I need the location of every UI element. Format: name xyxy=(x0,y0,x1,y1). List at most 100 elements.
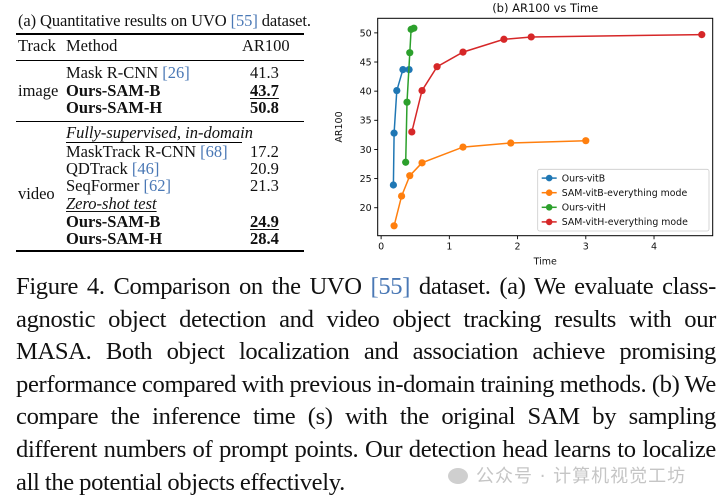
data-point xyxy=(459,48,467,56)
series-ours-vitb xyxy=(389,65,413,189)
data-point xyxy=(397,192,406,200)
citation-link[interactable]: [68] xyxy=(200,142,228,161)
data-point xyxy=(507,139,515,147)
series-line xyxy=(404,27,415,163)
header-ar100: AR100 xyxy=(242,36,290,55)
series-line xyxy=(411,33,702,133)
data-point xyxy=(406,172,414,180)
method-cell: QDTrack [46] xyxy=(66,160,159,178)
citation-link[interactable]: [26] xyxy=(162,63,190,82)
data-point xyxy=(402,158,410,166)
header-method: Method xyxy=(66,36,118,55)
method-cell: Ours-SAM-B xyxy=(66,213,160,231)
method-cell: Ours-SAM-B xyxy=(66,82,160,100)
x-tick-label: 2 xyxy=(515,242,521,253)
series-sam-vith-everything-mode xyxy=(408,31,706,136)
ar100-value: 41.3 xyxy=(250,63,279,82)
watermark-text: 公众号 · 计算机视觉工坊 xyxy=(476,466,687,487)
method-name: Ours-SAM-B xyxy=(66,81,161,100)
legend-marker xyxy=(545,204,553,211)
header-rule xyxy=(16,60,304,61)
data-point xyxy=(527,33,535,41)
series-sam-vitb-everything-mode xyxy=(390,137,590,230)
legend-label: SAM-vitB-everything mode xyxy=(562,188,688,199)
y-tick-label: 20 xyxy=(360,203,372,214)
top-rule xyxy=(16,33,304,35)
data-point xyxy=(433,63,441,71)
y-tick-label: 25 xyxy=(360,174,372,185)
chart-legend: Ours-vitB SAM-vitB-everything mode Ours-vi… xyxy=(537,168,710,232)
method-cell: Mask R-CNN [26] xyxy=(66,64,190,82)
citation-link[interactable]: [62] xyxy=(143,176,171,195)
method-cell: Ours-SAM-H xyxy=(66,99,162,117)
ar100-vs-time-chart: (b) AR100 vs Time 0 1 2 3 4 20 25 30 35 40 45 50 Time… xyxy=(330,0,726,270)
figure-caption: Figure 4. Comparison on the UVO [55] dat… xyxy=(16,271,716,499)
citation-link[interactable]: [55] xyxy=(230,11,258,30)
method-name: Ours-SAM-B xyxy=(66,212,161,231)
method-cell: Ours-SAM-H xyxy=(66,230,162,248)
ar100-value: 17.2 xyxy=(250,142,279,161)
x-tick-label: 4 xyxy=(651,242,657,253)
track-video-label: video xyxy=(18,184,55,203)
data-point xyxy=(418,86,426,95)
y-tick-label: 45 xyxy=(360,57,372,68)
series-ours-vith xyxy=(402,24,418,166)
data-point xyxy=(403,98,411,106)
plot-frame xyxy=(377,17,714,237)
bottom-rule xyxy=(16,250,304,252)
legend-marker xyxy=(545,189,553,196)
x-axis-label: Time xyxy=(533,257,557,268)
caption-text-2: dataset. (a) We evaluate class-agnostic … xyxy=(16,273,716,496)
data-point xyxy=(459,143,467,151)
chart-canvas: (b) AR100 vs Time 0 1 2 3 4 20 25 30 35 40 45 50 Time… xyxy=(334,1,714,268)
results-table: (a) Quantitative results on UVO [55] dat… xyxy=(16,0,311,260)
data-point xyxy=(389,181,397,189)
legend-marker xyxy=(545,218,553,226)
y-tick-label: 35 xyxy=(360,116,372,127)
caption-text-1: Comparison on the UVO xyxy=(104,273,371,300)
data-point xyxy=(390,222,398,230)
data-point xyxy=(393,86,401,95)
legend-box xyxy=(537,168,710,232)
method-name: Ours-SAM-H xyxy=(66,98,163,117)
ar100-value: 28.4 xyxy=(250,229,279,248)
header-track: Track xyxy=(18,36,56,55)
data-point xyxy=(408,128,416,136)
data-point xyxy=(500,35,508,43)
method-name: Ours-SAM-H xyxy=(66,229,163,248)
data-point xyxy=(410,24,418,32)
y-axis-label: AR100 xyxy=(334,111,345,142)
y-tick-label: 50 xyxy=(360,28,372,39)
watermark: 公众号 · 计算机视觉工坊 xyxy=(448,462,686,488)
table-title-suffix: dataset. xyxy=(257,11,311,30)
method-name: SeqFormer xyxy=(66,176,144,195)
y-tick-label: 30 xyxy=(360,145,372,156)
x-tick-label: 0 xyxy=(378,242,384,253)
y-tick-label: 40 xyxy=(360,87,372,98)
x-tick-label: 3 xyxy=(583,242,589,253)
citation-link[interactable]: [46] xyxy=(131,159,160,178)
x-tick-label: 1 xyxy=(446,242,452,253)
table-title: (a) Quantitative results on UVO [55] dat… xyxy=(18,11,311,31)
legend-marker xyxy=(545,174,553,182)
data-point xyxy=(582,137,590,145)
method-name: MaskTrack R-CNN xyxy=(66,142,201,161)
ar100-value: 43.7 xyxy=(250,81,279,100)
method-cell: MaskTrack R-CNN [68] xyxy=(66,143,228,161)
method-name: QDTrack xyxy=(66,159,132,178)
ar100-value: 24.9 xyxy=(250,212,279,231)
data-point xyxy=(418,159,426,167)
method-cell: SeqFormer [62] xyxy=(66,177,171,195)
data-point xyxy=(390,129,398,137)
chart-title: (b) AR100 vs Time xyxy=(492,1,598,15)
subhead-fully-supervised: Fully-supervised, in-domain xyxy=(66,123,253,143)
track-image-label: image xyxy=(18,81,59,100)
ar100-value: 20.9 xyxy=(250,159,279,178)
caption-citation-link[interactable]: [55] xyxy=(370,273,411,300)
ar100-value: 50.8 xyxy=(250,98,279,117)
data-point xyxy=(406,49,414,57)
data-point xyxy=(698,31,706,39)
legend-label: SAM-vitH-everything mode xyxy=(562,217,688,228)
legend-label: Ours-vitH xyxy=(562,203,606,214)
ar100-value: 21.3 xyxy=(250,176,279,195)
